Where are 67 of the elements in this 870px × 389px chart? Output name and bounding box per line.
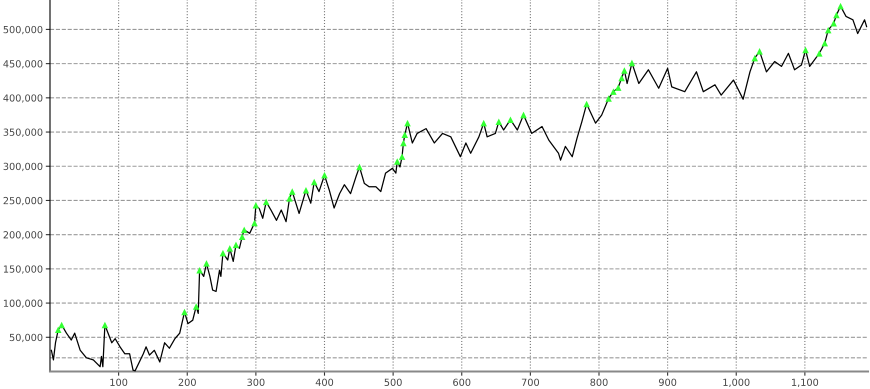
point	[220, 250, 226, 256]
point	[302, 186, 310, 194]
point	[480, 120, 487, 126]
point	[286, 195, 293, 202]
point	[181, 308, 188, 316]
x-tick-label: 600	[453, 378, 470, 386]
point	[252, 202, 260, 209]
point	[496, 118, 502, 126]
point	[614, 84, 622, 91]
x-tick-label: 100	[110, 378, 128, 386]
point	[394, 158, 400, 165]
point	[822, 40, 828, 46]
x-tick-label: 900	[658, 378, 676, 386]
point	[621, 67, 628, 74]
point	[752, 54, 758, 62]
y-tick-label: 450,000	[3, 60, 42, 68]
point	[802, 46, 809, 54]
point	[400, 140, 407, 146]
point	[833, 12, 840, 18]
point	[402, 132, 408, 138]
point	[520, 112, 527, 118]
x-tick-label: 1,000	[723, 378, 750, 387]
x-tick-label: 700	[522, 378, 539, 386]
point	[203, 260, 210, 267]
y-tick-label: 250,000	[4, 196, 42, 206]
x-tick-label: 1,100	[792, 378, 818, 387]
point	[251, 220, 258, 226]
y-tick-label: 150,000	[4, 265, 42, 274]
point	[196, 266, 203, 274]
y-tick-label: 500,000	[4, 26, 42, 34]
point	[102, 322, 108, 328]
point	[824, 26, 832, 34]
point	[756, 48, 763, 55]
point	[398, 153, 406, 160]
point	[610, 88, 617, 95]
point	[262, 198, 270, 206]
point	[54, 326, 62, 334]
x-tick-label: 500	[384, 378, 402, 386]
point	[310, 178, 318, 186]
y-tick-label: 50,000	[10, 334, 42, 342]
point	[58, 322, 65, 328]
y-tick-label: 300,000	[4, 162, 42, 172]
x-tick-label: 300	[247, 378, 265, 386]
x-tick-label: 400	[316, 378, 334, 386]
point	[830, 20, 837, 27]
point	[321, 172, 328, 178]
point	[618, 74, 625, 82]
point	[356, 164, 363, 170]
y-tick-label: 350,000	[4, 128, 42, 137]
point	[192, 303, 200, 310]
y-tick-label: 100,000	[4, 300, 42, 308]
point	[628, 60, 636, 66]
point	[507, 116, 514, 123]
point	[238, 233, 246, 240]
point	[404, 120, 411, 126]
point	[232, 242, 240, 248]
y-tick-label: 200,000	[4, 231, 42, 240]
point	[583, 100, 590, 108]
point	[226, 245, 234, 252]
point	[837, 2, 844, 10]
point	[605, 95, 612, 102]
x-tick-label: 800	[590, 378, 608, 386]
point	[240, 226, 248, 234]
point	[816, 50, 823, 57]
x-tick-label: 200	[178, 378, 196, 386]
y-tick-label: 400,000	[3, 94, 42, 103]
point	[288, 188, 296, 195]
